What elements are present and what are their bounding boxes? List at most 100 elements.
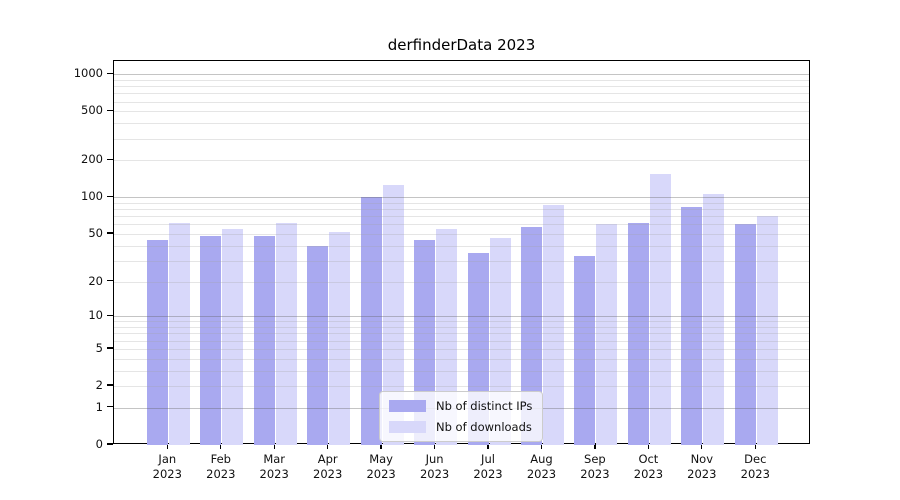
y-axis-tick: [107, 158, 113, 161]
x-axis-tick: [273, 444, 275, 449]
x-axis-tick-label: Jan 2023: [152, 452, 182, 481]
y-axis-tick-label: 5: [95, 340, 103, 355]
gridline-minor: [114, 216, 809, 218]
bar-downloads: [329, 232, 351, 445]
x-axis-tick-label: May 2023: [366, 452, 396, 481]
x-axis-tick: [754, 444, 756, 449]
gridline-minor: [114, 224, 809, 226]
gridline-minor: [114, 340, 809, 342]
plot-area: Nb of distinct IPs Nb of downloads: [113, 60, 810, 445]
bar-downloads: [382, 185, 404, 445]
bar-distinct-ips: [734, 224, 756, 445]
bar-distinct-ips: [681, 207, 703, 445]
gridline-minor: [114, 321, 809, 323]
gridline-minor: [114, 203, 809, 204]
gridline-minor: [114, 386, 809, 388]
y-axis-tick-label: 200: [81, 152, 103, 167]
y-axis-tick-label: 100: [81, 189, 103, 204]
gridline-minor: [114, 358, 809, 360]
x-axis-tick-label: Feb 2023: [206, 452, 236, 481]
gridline-minor: [114, 370, 809, 372]
bar-downloads: [596, 223, 618, 445]
y-axis-tick: [107, 72, 113, 74]
bar-downloads: [543, 204, 564, 445]
legend: Nb of distinct IPs Nb of downloads: [379, 391, 544, 442]
gridline-decade: [114, 316, 809, 318]
bar-distinct-ips: [200, 236, 222, 445]
y-axis-tick-label: 0: [95, 437, 103, 451]
gridline-minor: [114, 123, 809, 125]
x-axis-tick: [433, 444, 436, 449]
x-axis-tick-label: Mar 2023: [259, 452, 289, 481]
gridline-minor: [114, 138, 809, 140]
x-axis-tick-label: Dec 2023: [740, 452, 770, 481]
legend-entry-distinct-ips: Nb of distinct IPs: [389, 399, 532, 413]
x-axis-tick: [540, 444, 543, 449]
x-axis-tick-label: Apr 2023: [313, 452, 343, 481]
gridline-minor: [114, 86, 809, 88]
bar-downloads: [703, 194, 725, 445]
y-axis-tick: [107, 232, 113, 234]
y-axis-tick-label: 500: [81, 103, 103, 118]
x-axis-tick-label: Jun 2023: [419, 452, 450, 481]
x-axis-tick-label: Oct 2023: [633, 452, 664, 481]
bar-downloads: [649, 174, 671, 445]
x-axis-tick: [380, 444, 382, 449]
y-axis-tick-label: 1: [95, 399, 103, 414]
x-axis-tick-label: Jul 2023: [473, 452, 503, 481]
y-axis-tick-label: 50: [88, 226, 103, 240]
x-axis-tick: [701, 444, 703, 449]
x-axis-tick-label: Nov 2023: [687, 452, 717, 481]
y-axis-tick: [107, 384, 113, 386]
y-axis-tick: [107, 314, 113, 316]
y-axis-tick: [107, 347, 113, 349]
bar-distinct-ips: [521, 227, 542, 445]
legend-label-distinct-ips: Nb of distinct IPs: [436, 399, 533, 413]
gridline-minor: [114, 348, 809, 350]
y-axis-tick: [107, 443, 113, 445]
bar-downloads: [168, 222, 190, 445]
x-axis-tick-label: Aug 2023: [526, 452, 557, 481]
x-axis-tick: [166, 444, 168, 449]
gridline-minor: [114, 209, 809, 211]
y-axis-tick: [107, 406, 113, 408]
gridline-minor: [114, 281, 809, 283]
chart-title: derfinderData 2023: [387, 36, 536, 54]
gridline-decade: [114, 197, 809, 199]
gridline-decade: [114, 74, 809, 76]
bar-distinct-ips: [627, 222, 649, 445]
x-axis-tick: [594, 444, 596, 449]
y-axis-tick-label: 10: [88, 308, 103, 323]
legend-swatch-distinct-ips: [389, 400, 426, 412]
x-axis-tick-label: Sep 2023: [580, 452, 610, 481]
legend-entry-downloads: Nb of downloads: [389, 420, 532, 434]
gridline-minor: [114, 234, 809, 235]
gridline-minor: [114, 79, 809, 81]
y-axis-tick-label: 1000: [73, 66, 103, 81]
gridline-minor: [114, 245, 809, 247]
x-axis-tick: [220, 444, 222, 449]
bar-distinct-ips: [574, 255, 596, 445]
bar-downloads: [756, 215, 778, 445]
legend-label-downloads: Nb of downloads: [436, 420, 532, 434]
x-axis-tick: [487, 444, 489, 449]
y-axis-tick: [107, 109, 113, 112]
x-axis-tick: [327, 444, 329, 449]
gridline-minor: [114, 333, 809, 335]
gridline-minor: [114, 93, 809, 95]
y-axis-tick: [107, 195, 113, 198]
bar-distinct-ips: [253, 236, 275, 445]
x-axis-tick: [647, 444, 649, 449]
gridline-minor: [114, 101, 809, 103]
bar-distinct-ips: [146, 239, 168, 445]
y-axis-tick: [107, 279, 113, 282]
gridline-minor: [114, 111, 809, 113]
y-axis-tick-label: 2: [95, 378, 103, 393]
gridline-minor: [114, 260, 809, 262]
gridline-minor: [114, 327, 809, 329]
legend-swatch-downloads: [389, 421, 426, 433]
bar-distinct-ips: [307, 245, 329, 445]
gridline-minor: [114, 160, 809, 162]
bar-downloads: [222, 229, 244, 445]
